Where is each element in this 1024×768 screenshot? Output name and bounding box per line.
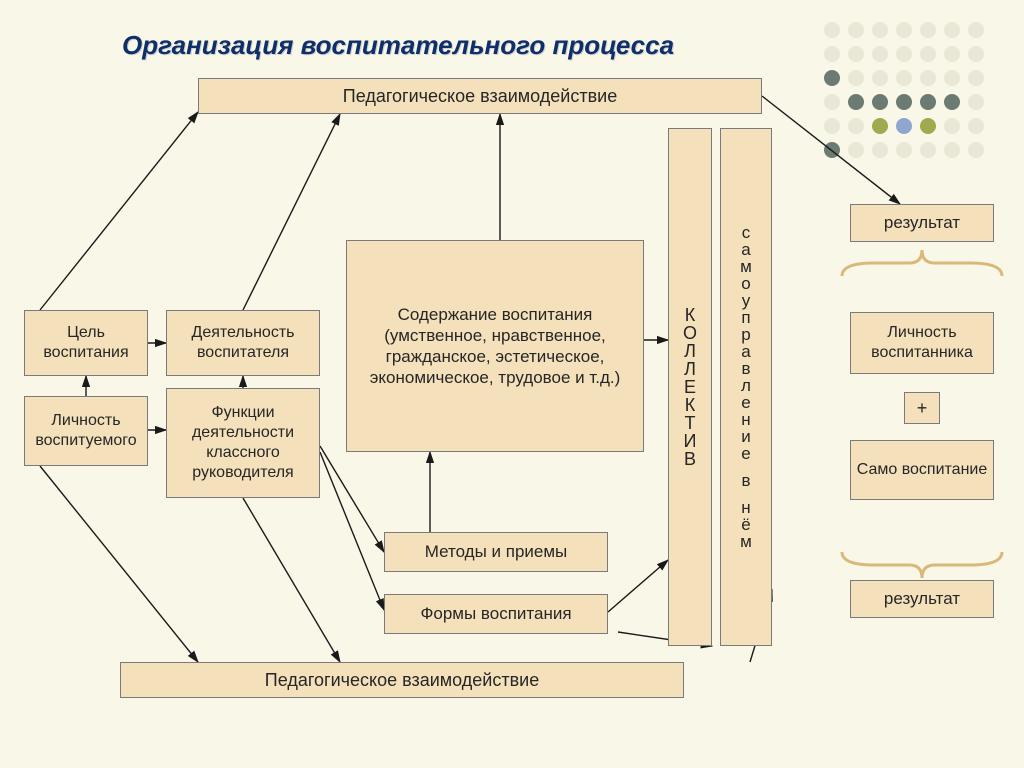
label: Цель воспитания bbox=[29, 323, 143, 363]
box-person-in: Личность воспитуемого bbox=[24, 396, 148, 466]
box-top-interaction: Педагогическое взаимодействие bbox=[198, 78, 762, 114]
label: Формы воспитания bbox=[420, 603, 571, 624]
label: Личность воспитанника bbox=[855, 323, 989, 363]
box-bottom-interaction: Педагогическое взаимодействие bbox=[120, 662, 684, 698]
diagram-title: Организация воспитательного процесса bbox=[122, 30, 674, 61]
label: Педагогическое взаимодействие bbox=[343, 85, 617, 108]
label: КОЛЛЕКТИВ bbox=[683, 306, 697, 468]
label: результат bbox=[884, 588, 960, 609]
box-activity: Деятельность воспитателя bbox=[166, 310, 320, 376]
label: + bbox=[917, 397, 928, 420]
box-functions: Функции деятельности классного руководит… bbox=[166, 388, 320, 498]
label: Функции деятельности классного руководит… bbox=[171, 403, 315, 483]
label: самоуправлениевнём bbox=[740, 224, 752, 550]
box-person-out: Личность воспитанника bbox=[850, 312, 994, 374]
label: Само воспитание bbox=[857, 460, 988, 480]
box-self-governance: самоуправлениевнём bbox=[720, 128, 772, 646]
diagram-canvas: Организация воспитательного процесса Пед… bbox=[0, 0, 1024, 768]
box-forms: Формы воспитания bbox=[384, 594, 608, 634]
label: результат bbox=[884, 212, 960, 233]
box-result-bottom: результат bbox=[850, 580, 994, 618]
box-methods: Методы и приемы bbox=[384, 532, 608, 572]
label: Методы и приемы bbox=[425, 541, 568, 562]
label: Личность воспитуемого bbox=[29, 411, 143, 451]
label: Содержание воспитания (умственное, нравс… bbox=[351, 304, 639, 389]
box-collective: КОЛЛЕКТИВ bbox=[668, 128, 712, 646]
box-goal: Цель воспитания bbox=[24, 310, 148, 376]
box-self-education: Само воспитание bbox=[850, 440, 994, 500]
box-content: Содержание воспитания (умственное, нравс… bbox=[346, 240, 644, 452]
label: Деятельность воспитателя bbox=[171, 323, 315, 363]
box-plus: + bbox=[904, 392, 940, 424]
label: Педагогическое взаимодействие bbox=[265, 669, 539, 692]
box-result-top: результат bbox=[850, 204, 994, 242]
